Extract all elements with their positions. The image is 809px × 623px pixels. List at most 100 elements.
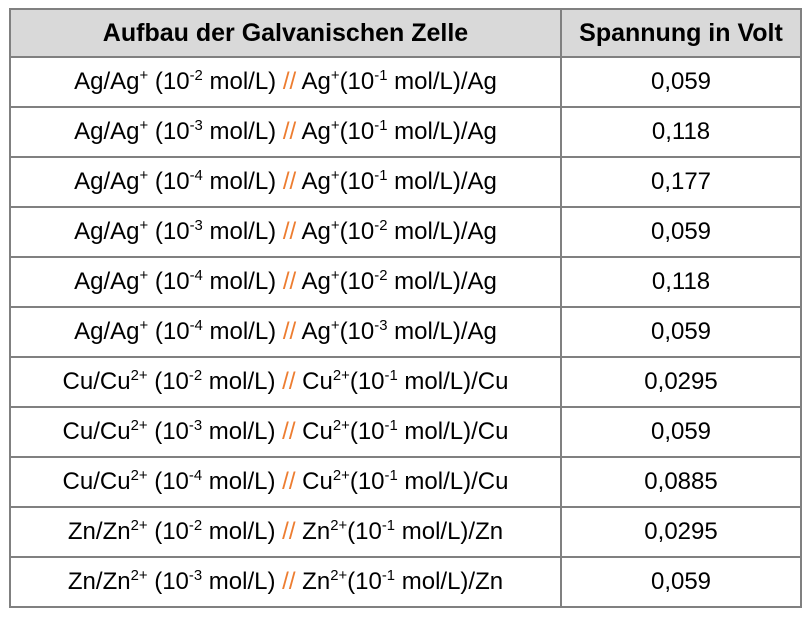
superscript-text: + bbox=[330, 118, 340, 134]
cell-notation: Zn/Zn2+ (10-2 mol/L) // Zn2+(10-1 mol/L)… bbox=[9, 506, 562, 558]
table-row: Ag/Ag+ (10-4 mol/L) // Ag+(10-2 mol/L)/A… bbox=[9, 256, 802, 308]
superscript-text: -1 bbox=[381, 518, 396, 534]
notation-text: (10 bbox=[148, 218, 190, 245]
header-cell-voltage: Spannung in Volt bbox=[560, 8, 802, 58]
notation-text: (10 bbox=[339, 118, 375, 145]
notation-text: mol/L) bbox=[202, 168, 283, 195]
superscript-text: -1 bbox=[374, 168, 388, 184]
notation-text: (10 bbox=[147, 518, 189, 545]
notation-text: mol/L) bbox=[202, 368, 283, 395]
superscript-text: -1 bbox=[384, 468, 398, 484]
notation-text: Ag bbox=[296, 68, 331, 95]
table-row: Cu/Cu2+ (10-4 mol/L) // Cu2+(10-1 mol/L)… bbox=[9, 456, 802, 508]
cell-notation: Ag/Ag+ (10-4 mol/L) // Ag+(10-1 mol/L)/A… bbox=[9, 156, 562, 208]
superscript-text: + bbox=[330, 68, 340, 84]
salt-bridge-separator: // bbox=[282, 68, 297, 95]
superscript-text: + bbox=[330, 318, 340, 334]
notation-text: Ag bbox=[296, 118, 331, 145]
superscript-text: 2+ bbox=[332, 418, 350, 434]
notation-text: (10 bbox=[148, 268, 190, 295]
header-row: Aufbau der Galvanischen Zelle Spannung i… bbox=[9, 8, 802, 58]
table-row: Ag/Ag+ (10-2 mol/L) // Ag+(10-1 mol/L)/A… bbox=[9, 56, 802, 108]
notation-text: (10 bbox=[147, 568, 189, 595]
notation-text: Ag bbox=[296, 218, 331, 245]
superscript-text: -2 bbox=[189, 68, 203, 84]
notation-text: Ag bbox=[296, 268, 331, 295]
notation-text: mol/L)/Zn bbox=[395, 568, 504, 595]
notation-text: Cu/Cu bbox=[62, 368, 131, 395]
cell-notation: Zn/Zn2+ (10-3 mol/L) // Zn2+(10-1 mol/L)… bbox=[9, 556, 562, 608]
notation-text: mol/L) bbox=[202, 218, 283, 245]
cell-notation: Ag/Ag+ (10-2 mol/L) // Ag+(10-1 mol/L)/A… bbox=[9, 56, 562, 108]
notation-text: Zn bbox=[295, 568, 331, 595]
notation-text: mol/L)/Zn bbox=[395, 518, 504, 545]
notation-text: mol/L) bbox=[202, 318, 283, 345]
notation-text: Cu/Cu bbox=[62, 468, 131, 495]
notation-text: mol/L)/Ag bbox=[387, 68, 497, 95]
notation-text: Zn/Zn bbox=[67, 518, 131, 545]
voltage-value: 0,059 bbox=[560, 56, 802, 108]
table-row: Cu/Cu2+ (10-3 mol/L) // Cu2+(10-1 mol/L)… bbox=[9, 406, 802, 458]
superscript-text: -1 bbox=[374, 118, 388, 134]
salt-bridge-separator: // bbox=[282, 268, 297, 295]
voltage-value: 0,059 bbox=[560, 556, 802, 608]
notation-text: Ag/Ag bbox=[74, 268, 140, 295]
cell-notation: Ag/Ag+ (10-3 mol/L) // Ag+(10-2 mol/L)/A… bbox=[9, 206, 562, 258]
notation-text: mol/L) bbox=[202, 268, 283, 295]
notation-text: Cu bbox=[295, 418, 333, 445]
notation-text: Ag/Ag bbox=[74, 168, 140, 195]
superscript-text: 2+ bbox=[130, 468, 148, 484]
notation-text: mol/L) bbox=[202, 568, 283, 595]
salt-bridge-separator: // bbox=[282, 418, 296, 445]
cell-notation: Cu/Cu2+ (10-2 mol/L) // Cu2+(10-1 mol/L)… bbox=[9, 356, 562, 408]
notation-text: Cu bbox=[295, 468, 333, 495]
superscript-text: -3 bbox=[188, 568, 203, 584]
notation-text: (10 bbox=[349, 418, 385, 445]
table-row: Zn/Zn2+ (10-2 mol/L) // Zn2+(10-1 mol/L)… bbox=[9, 506, 802, 558]
notation-text: Cu/Cu bbox=[62, 418, 131, 445]
notation-text: mol/L)/Ag bbox=[387, 168, 497, 195]
notation-text: Ag bbox=[296, 318, 331, 345]
notation-text: (10 bbox=[148, 168, 190, 195]
salt-bridge-separator: // bbox=[282, 368, 296, 395]
superscript-text: -3 bbox=[189, 118, 203, 134]
notation-text: Ag/Ag bbox=[74, 68, 140, 95]
cell-notation: Ag/Ag+ (10-4 mol/L) // Ag+(10-2 mol/L)/A… bbox=[9, 256, 562, 308]
voltage-value: 0,0295 bbox=[560, 356, 802, 408]
notation-text: (10 bbox=[148, 318, 190, 345]
superscript-text: 2+ bbox=[332, 368, 350, 384]
notation-text: (10 bbox=[347, 518, 382, 545]
salt-bridge-separator: // bbox=[282, 468, 296, 495]
superscript-text: -3 bbox=[188, 418, 203, 434]
voltage-value: 0,059 bbox=[560, 206, 802, 258]
superscript-text: 2+ bbox=[130, 568, 148, 584]
notation-text: (10 bbox=[147, 468, 189, 495]
notation-text: mol/L)/Ag bbox=[387, 218, 497, 245]
notation-text: Ag bbox=[296, 168, 331, 195]
superscript-text: -4 bbox=[189, 168, 203, 184]
superscript-text: -2 bbox=[188, 368, 203, 384]
galvanic-cell-table: Aufbau der Galvanischen Zelle Spannung i… bbox=[9, 8, 802, 608]
notation-text: Zn bbox=[295, 518, 331, 545]
superscript-text: + bbox=[139, 118, 149, 134]
voltage-value: 0,118 bbox=[560, 256, 802, 308]
superscript-text: -2 bbox=[188, 518, 203, 534]
voltage-value: 0,0295 bbox=[560, 506, 802, 558]
notation-text: mol/L) bbox=[202, 68, 283, 95]
superscript-text: -4 bbox=[189, 268, 203, 284]
header-cell-structure: Aufbau der Galvanischen Zelle bbox=[9, 8, 562, 58]
superscript-text: 2+ bbox=[330, 518, 348, 534]
superscript-text: + bbox=[330, 168, 340, 184]
notation-text: (10 bbox=[339, 168, 375, 195]
notation-text: (10 bbox=[148, 68, 190, 95]
notation-text: mol/L) bbox=[202, 518, 283, 545]
superscript-text: -3 bbox=[374, 318, 388, 334]
superscript-text: + bbox=[139, 68, 149, 84]
superscript-text: -1 bbox=[374, 68, 388, 84]
notation-text: mol/L) bbox=[202, 468, 283, 495]
superscript-text: + bbox=[139, 218, 149, 234]
superscript-text: + bbox=[139, 168, 149, 184]
cell-notation: Cu/Cu2+ (10-4 mol/L) // Cu2+(10-1 mol/L)… bbox=[9, 456, 562, 508]
superscript-text: 2+ bbox=[130, 518, 148, 534]
notation-text: mol/L)/Cu bbox=[397, 418, 509, 445]
